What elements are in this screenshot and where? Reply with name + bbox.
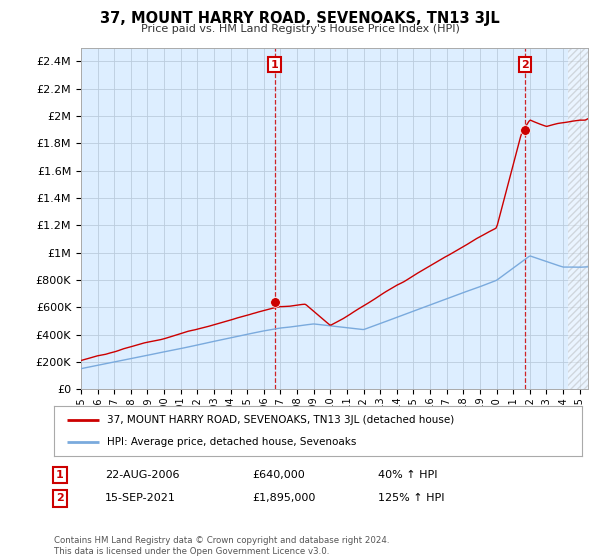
- Text: 37, MOUNT HARRY ROAD, SEVENOAKS, TN13 3JL: 37, MOUNT HARRY ROAD, SEVENOAKS, TN13 3J…: [100, 11, 500, 26]
- Text: 1: 1: [271, 59, 278, 69]
- Text: 125% ↑ HPI: 125% ↑ HPI: [378, 493, 445, 503]
- Text: 22-AUG-2006: 22-AUG-2006: [105, 470, 179, 480]
- Text: 2: 2: [56, 493, 64, 503]
- Text: 40% ↑ HPI: 40% ↑ HPI: [378, 470, 437, 480]
- Text: Contains HM Land Registry data © Crown copyright and database right 2024.
This d: Contains HM Land Registry data © Crown c…: [54, 536, 389, 556]
- Text: 37, MOUNT HARRY ROAD, SEVENOAKS, TN13 3JL (detached house): 37, MOUNT HARRY ROAD, SEVENOAKS, TN13 3J…: [107, 415, 454, 425]
- Bar: [568, 48, 588, 389]
- Text: 15-SEP-2021: 15-SEP-2021: [105, 493, 176, 503]
- Text: 2: 2: [521, 59, 529, 69]
- Text: Price paid vs. HM Land Registry's House Price Index (HPI): Price paid vs. HM Land Registry's House …: [140, 24, 460, 34]
- Text: HPI: Average price, detached house, Sevenoaks: HPI: Average price, detached house, Seve…: [107, 437, 356, 447]
- Text: 1: 1: [56, 470, 64, 480]
- Text: £640,000: £640,000: [252, 470, 305, 480]
- Text: £1,895,000: £1,895,000: [252, 493, 316, 503]
